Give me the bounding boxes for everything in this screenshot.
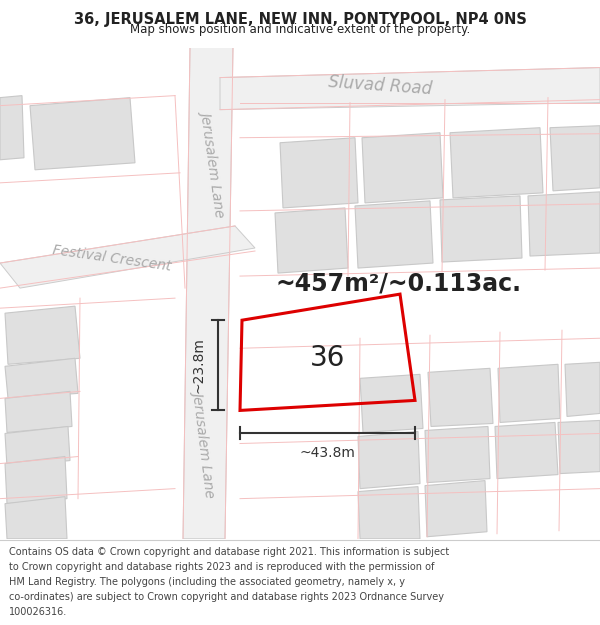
Text: 100026316.: 100026316. [9, 607, 67, 617]
Text: ~23.8m: ~23.8m [192, 338, 206, 393]
Text: 36: 36 [310, 344, 346, 372]
Polygon shape [360, 374, 423, 432]
Polygon shape [0, 226, 255, 288]
Polygon shape [362, 132, 443, 203]
Text: Festival Crescent: Festival Crescent [52, 242, 172, 273]
Polygon shape [30, 98, 135, 170]
Polygon shape [358, 487, 420, 539]
Text: Jerusalem Lane: Jerusalem Lane [200, 109, 229, 216]
Polygon shape [498, 364, 560, 423]
Text: 36, JERUSALEM LANE, NEW INN, PONTYPOOL, NP4 0NS: 36, JERUSALEM LANE, NEW INN, PONTYPOOL, … [74, 12, 526, 27]
Text: co-ordinates) are subject to Crown copyright and database rights 2023 Ordnance S: co-ordinates) are subject to Crown copyr… [9, 592, 444, 602]
Text: Contains OS data © Crown copyright and database right 2021. This information is : Contains OS data © Crown copyright and d… [9, 548, 449, 558]
Polygon shape [5, 358, 78, 398]
Polygon shape [425, 426, 490, 483]
Polygon shape [558, 421, 600, 474]
Polygon shape [183, 48, 233, 539]
Polygon shape [220, 68, 600, 109]
Polygon shape [358, 431, 420, 489]
Text: Jerusalem Lane: Jerusalem Lane [191, 390, 218, 498]
Polygon shape [5, 497, 67, 539]
Polygon shape [355, 201, 433, 268]
Text: ~43.8m: ~43.8m [299, 446, 355, 459]
Polygon shape [5, 306, 80, 364]
Polygon shape [428, 368, 493, 426]
Polygon shape [5, 426, 70, 467]
Polygon shape [0, 96, 24, 160]
Polygon shape [5, 456, 67, 504]
Polygon shape [440, 196, 522, 262]
Text: to Crown copyright and database rights 2023 and is reproduced with the permissio: to Crown copyright and database rights 2… [9, 562, 434, 572]
Polygon shape [450, 127, 543, 198]
Text: Map shows position and indicative extent of the property.: Map shows position and indicative extent… [130, 22, 470, 36]
Text: Sluvad Road: Sluvad Road [328, 73, 433, 98]
Polygon shape [550, 126, 600, 191]
Polygon shape [495, 422, 558, 479]
Polygon shape [280, 138, 358, 208]
Text: HM Land Registry. The polygons (including the associated geometry, namely x, y: HM Land Registry. The polygons (includin… [9, 577, 405, 587]
Polygon shape [275, 208, 348, 273]
Polygon shape [528, 192, 600, 256]
Polygon shape [5, 391, 72, 432]
Polygon shape [565, 362, 600, 416]
Text: ~457m²/~0.113ac.: ~457m²/~0.113ac. [275, 271, 521, 295]
Polygon shape [425, 481, 487, 537]
